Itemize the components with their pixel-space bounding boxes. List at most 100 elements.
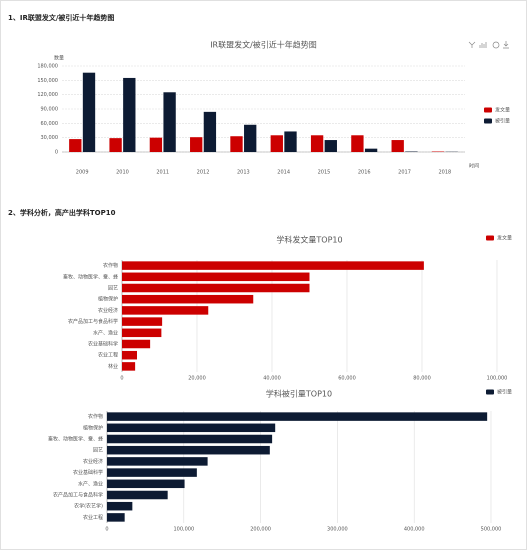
- legend-label: 被引量: [495, 118, 510, 125]
- section-heading: 2、学科分析，高产出学科TOP10: [8, 208, 116, 217]
- x-tick-label: 0: [120, 376, 123, 382]
- legend-swatch: [484, 107, 492, 113]
- x-tick-label: 2009: [76, 170, 89, 176]
- x-tick-label: 2012: [197, 170, 210, 176]
- x-tick-label: 300,000: [327, 527, 348, 533]
- y-tick-label: 园艺: [93, 448, 103, 454]
- bar: [149, 137, 163, 152]
- y-tick-label: 农作物: [103, 262, 118, 269]
- y-tick-label: 农业基础科学: [88, 341, 118, 348]
- y-tick-label: 农业基础科学: [73, 469, 103, 476]
- bar: [107, 423, 276, 433]
- bar: [364, 148, 378, 152]
- bar: [284, 131, 297, 152]
- bar: [109, 138, 122, 152]
- x-tick-label: 0: [105, 527, 108, 533]
- bar: [82, 72, 96, 152]
- bar: [122, 339, 151, 349]
- y-tick-label: 180,000: [37, 64, 58, 70]
- tool-icon[interactable]: [503, 41, 509, 49]
- bar: [107, 434, 273, 444]
- y-tick-label: 畜牧、动物医学、蚕、蜂: [63, 273, 118, 280]
- y-tick-label: 植物保护: [98, 296, 118, 303]
- bar: [107, 490, 168, 500]
- bar: [69, 139, 82, 152]
- x-tick-label: 2015: [318, 170, 331, 176]
- x-tick-label: 60,000: [338, 376, 356, 382]
- y-tick-label: 0: [55, 150, 58, 156]
- y-tick-label: 30,000: [41, 135, 59, 141]
- bar: [230, 136, 243, 152]
- x-tick-label: 400,000: [404, 527, 425, 533]
- x-tick-label: 80,000: [413, 376, 431, 382]
- bar: [122, 306, 209, 315]
- bar: [122, 328, 162, 338]
- bar: [107, 445, 270, 455]
- x-tick-label: 2014: [277, 170, 290, 176]
- tool-icon[interactable]: [492, 41, 500, 49]
- tool-icon[interactable]: [479, 42, 487, 48]
- bar: [244, 124, 257, 152]
- legend-swatch: [486, 235, 494, 241]
- bar: [203, 111, 217, 152]
- y-tick-label: 林业: [108, 363, 118, 370]
- tool-icon[interactable]: [468, 41, 476, 48]
- bar: [122, 317, 163, 326]
- x-tick-label: 40,000: [263, 376, 281, 382]
- x-tick-label: 100,000: [487, 376, 508, 382]
- y-tick-label: 水产、渔业: [93, 329, 118, 336]
- bar: [270, 135, 283, 152]
- bar: [107, 457, 208, 466]
- bar: [351, 135, 364, 152]
- x-tick-label: 2017: [398, 170, 411, 176]
- bar: [122, 350, 137, 360]
- bar: [391, 140, 404, 152]
- bar: [122, 294, 254, 304]
- legend-label: 发文量: [497, 235, 512, 242]
- bar: [324, 140, 337, 152]
- y-tick-label: 农业工程: [83, 514, 103, 521]
- chart-title: 学科被引量TOP10: [266, 389, 332, 399]
- bar: [122, 272, 310, 282]
- section-heading: 1、IR联盟发文/被引近十年趋势图: [8, 13, 114, 22]
- x-tick-label: 2010: [116, 170, 129, 176]
- bar: [123, 77, 136, 152]
- x-tick-label: 100,000: [173, 527, 194, 533]
- x-tick-label: 2018: [438, 170, 451, 176]
- legend-label: 被引量: [497, 389, 512, 396]
- bar: [190, 137, 203, 152]
- x-tick-label: 2016: [358, 170, 371, 176]
- bar: [310, 135, 324, 152]
- y-tick-label: 水产、渔业: [78, 480, 103, 487]
- toolbox[interactable]: [468, 41, 509, 49]
- x-axis-label: 时间: [469, 163, 479, 170]
- y-tick-label: 园艺: [108, 286, 118, 292]
- bar: [122, 283, 310, 293]
- x-tick-label: 200,000: [250, 527, 271, 533]
- legend-swatch: [486, 389, 494, 395]
- x-tick-label: 2011: [156, 170, 169, 176]
- chart-title: 学科发文量TOP10: [276, 235, 342, 245]
- legend-label: 发文量: [495, 107, 510, 114]
- bar: [107, 468, 197, 477]
- y-tick-label: 农学(农艺学): [74, 503, 103, 510]
- legend-swatch: [484, 118, 492, 124]
- y-tick-label: 植物保护: [83, 424, 103, 431]
- bar: [163, 92, 176, 152]
- bar: [107, 501, 133, 511]
- y-tick-label: 150,000: [37, 78, 58, 84]
- chart-title: IR联盟发文/被引近十年趋势图: [210, 40, 317, 50]
- x-tick-label: 20,000: [188, 376, 206, 382]
- y-tick-label: 农业经济: [83, 458, 103, 465]
- y-tick-label: 60,000: [41, 121, 59, 127]
- y-tick-label: 农产品加工与食品科学: [53, 492, 103, 499]
- y-tick-label: 90,000: [41, 107, 59, 113]
- bar: [122, 261, 424, 270]
- y-tick-label: 农产品加工与食品科学: [68, 318, 118, 325]
- y-tick-label: 农作物: [88, 413, 103, 420]
- y-tick-label: 农业经济: [98, 307, 118, 314]
- y-tick-label: 畜牧、动物医学、蚕、蜂: [48, 436, 103, 443]
- bar: [107, 412, 488, 421]
- x-tick-label: 500,000: [481, 527, 502, 533]
